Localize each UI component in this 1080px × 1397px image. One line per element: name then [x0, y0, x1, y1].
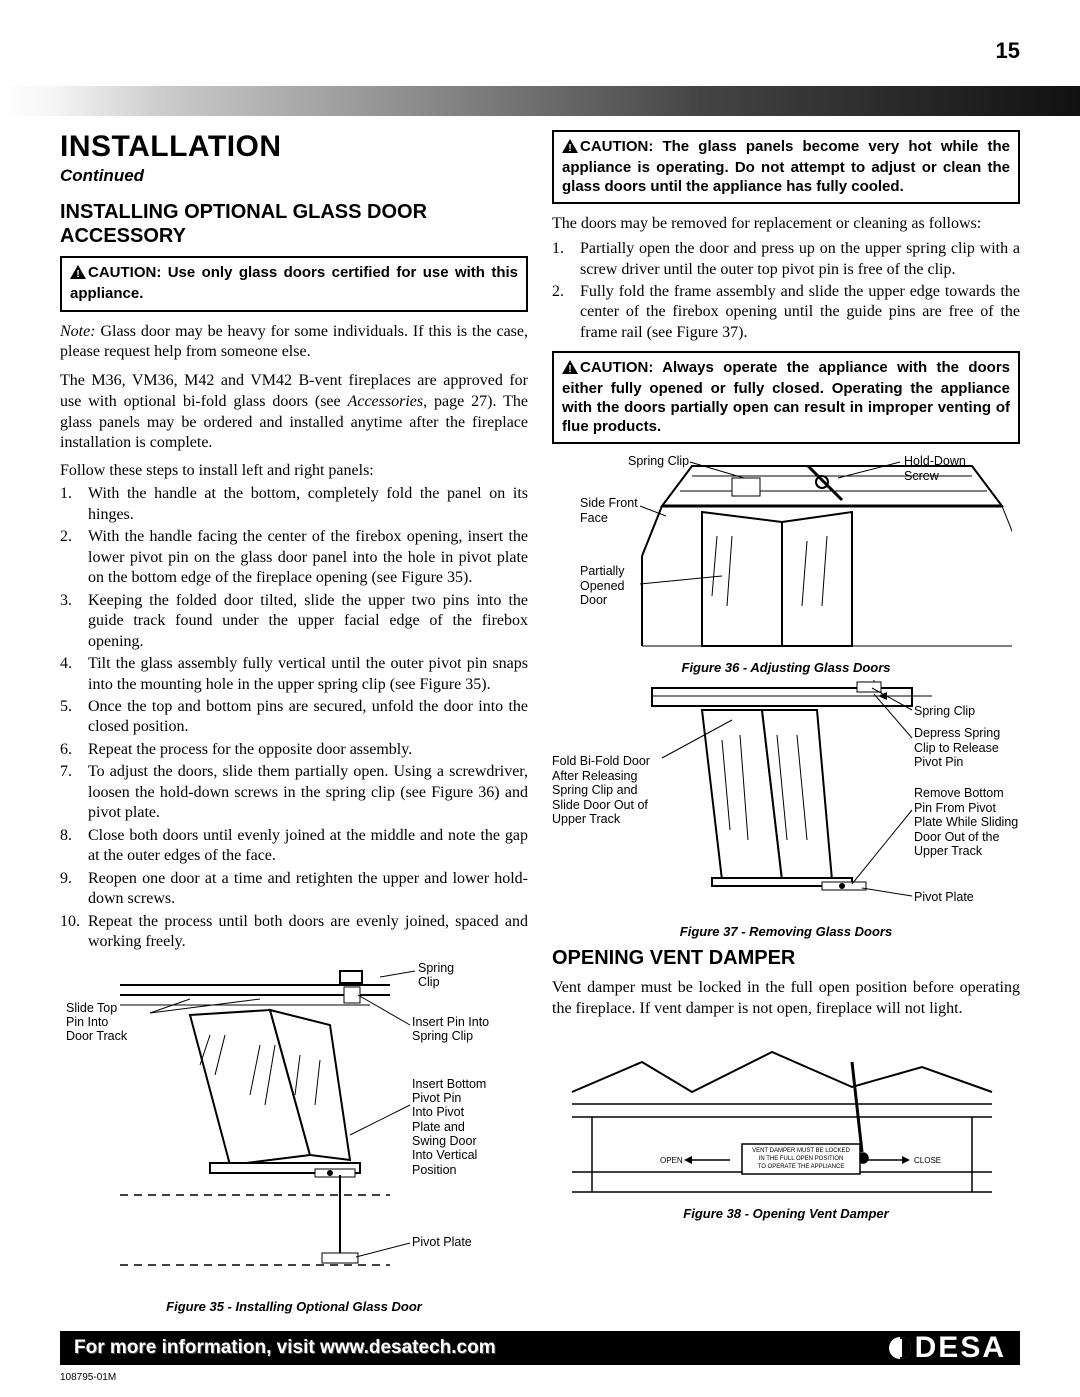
caution-box-2: ! CAUTION: The glass panels become very …: [552, 130, 1020, 204]
step-item: Close both doors until evenly joined at …: [60, 826, 528, 867]
figure-36: Spring Clip Hold-Down Screw Side Front F…: [552, 456, 1020, 676]
warning-icon: !: [70, 265, 86, 285]
desa-logo: DESA: [887, 1331, 1006, 1365]
logo-icon: [887, 1335, 915, 1361]
fig38-open: OPEN: [660, 1156, 683, 1165]
svg-text:!: !: [76, 269, 79, 279]
figure-37: Fold Bi-Fold Door After Releasing Spring…: [552, 680, 1020, 940]
caution-box-3: ! CAUTION: Always operate the appliance …: [552, 351, 1020, 444]
install-steps: With the handle at the bottom, completel…: [60, 484, 528, 952]
fig35-label-insert-bottom: Insert Bottom Pivot Pin Into Pivot Plate…: [412, 1077, 486, 1178]
step-item: Repeat the process for the opposite door…: [60, 740, 528, 760]
step-item: Repeat the process until both doors are …: [60, 912, 528, 953]
step-item: Partially open the door and press up on …: [552, 239, 1020, 280]
svg-text:!: !: [568, 364, 571, 374]
step-item: Reopen one door at a time and retighten …: [60, 869, 528, 910]
step-item: With the handle at the bottom, completel…: [60, 484, 528, 525]
note-paragraph: Note: Glass door may be heavy for some i…: [60, 322, 528, 364]
remove-lead: The doors may be removed for replacement…: [552, 214, 1020, 235]
svg-text:!: !: [568, 143, 571, 153]
fig37-label-spring-clip: Spring Clip: [914, 704, 975, 718]
figure-38-svg: OPEN CLOSE VENT DAMPER MUST BE LOCKED IN…: [552, 1032, 1012, 1202]
section-title: INSTALLATION: [60, 130, 528, 164]
figure-36-svg: [552, 456, 1012, 656]
figure-35: Slide Top Pin Into Door Track Spring Cli…: [60, 965, 528, 1310]
step-item: Once the top and bottom pins are secured…: [60, 697, 528, 738]
fig35-label-slide-top: Slide Top Pin Into Door Track: [66, 1001, 127, 1044]
step-item: Fully fold the frame assembly and slide …: [552, 282, 1020, 343]
figure-37-caption: Figure 37 - Removing Glass Doors: [552, 924, 1020, 939]
caution-3-text: CAUTION: Always operate the appliance wi…: [562, 359, 1010, 434]
step-item: With the handle facing the center of the…: [60, 527, 528, 588]
fig38-close: CLOSE: [914, 1156, 941, 1165]
warning-icon: !: [562, 360, 578, 380]
figure-36-caption: Figure 36 - Adjusting Glass Doors: [552, 660, 1020, 675]
figure-38-caption: Figure 38 - Opening Vent Damper: [552, 1206, 1020, 1221]
fig36-label-spring-clip: Spring Clip: [628, 454, 689, 468]
fig37-label-remove: Remove Bottom Pin From Pivot Plate While…: [914, 786, 1018, 858]
fig37-label-depress: Depress Spring Clip to Release Pivot Pin: [914, 726, 1000, 769]
footer-bar: For more information, visit www.desatech…: [60, 1331, 1020, 1365]
figure-38: OPEN CLOSE VENT DAMPER MUST BE LOCKED IN…: [552, 1032, 1020, 1217]
fig37-label-fold: Fold Bi-Fold Door After Releasing Spring…: [552, 754, 650, 826]
svg-text:IN THE FULL OPEN POSITION: IN THE FULL OPEN POSITION: [759, 1156, 844, 1162]
step-item: To adjust the doors, slide them partiall…: [60, 762, 528, 823]
warning-icon: !: [562, 139, 578, 159]
header-gradient-bar: [0, 86, 1080, 116]
step-item: Keeping the folded door tilted, slide th…: [60, 591, 528, 652]
para1b: Accessories: [348, 393, 424, 410]
fig35-label-pivot-plate: Pivot Plate: [412, 1235, 472, 1249]
intro-paragraph: The M36, VM36, M42 and VM42 B-vent firep…: [60, 371, 528, 454]
fig37-label-pivot-plate: Pivot Plate: [914, 890, 974, 904]
caution-2-text: CAUTION: The glass panels become very ho…: [562, 138, 1010, 195]
fig36-label-partially: Partially Opened Door: [580, 564, 624, 607]
svg-text:TO OPERATE THE APPLIANCE: TO OPERATE THE APPLIANCE: [758, 1164, 845, 1170]
note-label: Note:: [60, 323, 96, 340]
logo-text: DESA: [915, 1331, 1006, 1365]
remove-steps: Partially open the door and press up on …: [552, 239, 1020, 343]
fig35-label-insert-pin: Insert Pin Into Spring Clip: [412, 1015, 489, 1044]
content-area: INSTALLATION Continued INSTALLING OPTION…: [60, 130, 1020, 1317]
step-item: Tilt the glass assembly fully vertical u…: [60, 654, 528, 695]
page-number: 15: [996, 38, 1020, 64]
continued-label: Continued: [60, 166, 528, 186]
vent-para: Vent damper must be locked in the full o…: [552, 978, 1020, 1020]
fig36-label-side-front: Side Front Face: [580, 496, 638, 525]
document-id: 108795-01M: [60, 1372, 116, 1383]
fig35-label-spring-clip: Spring Clip: [418, 961, 454, 990]
right-column: ! CAUTION: The glass panels become very …: [552, 130, 1020, 1317]
caution-1-text: CAUTION: Use only glass doors certified …: [70, 264, 518, 302]
caution-box-1: ! CAUTION: Use only glass doors certifie…: [60, 256, 528, 312]
svg-text:VENT DAMPER MUST BE LOCKED: VENT DAMPER MUST BE LOCKED: [752, 1148, 850, 1154]
subhead-glass-door: INSTALLING OPTIONAL GLASS DOOR ACCESSORY: [60, 200, 528, 248]
left-column: INSTALLATION Continued INSTALLING OPTION…: [60, 130, 528, 1317]
note-text: Glass door may be heavy for some individ…: [60, 323, 528, 361]
fig36-label-holddown: Hold-Down Screw: [904, 454, 966, 483]
subhead-vent-damper: OPENING VENT DAMPER: [552, 946, 1020, 970]
figure-35-caption: Figure 35 - Installing Optional Glass Do…: [60, 1299, 528, 1314]
steps-lead: Follow these steps to install left and r…: [60, 462, 528, 480]
footer-text: For more information, visit www.desatech…: [74, 1337, 887, 1359]
